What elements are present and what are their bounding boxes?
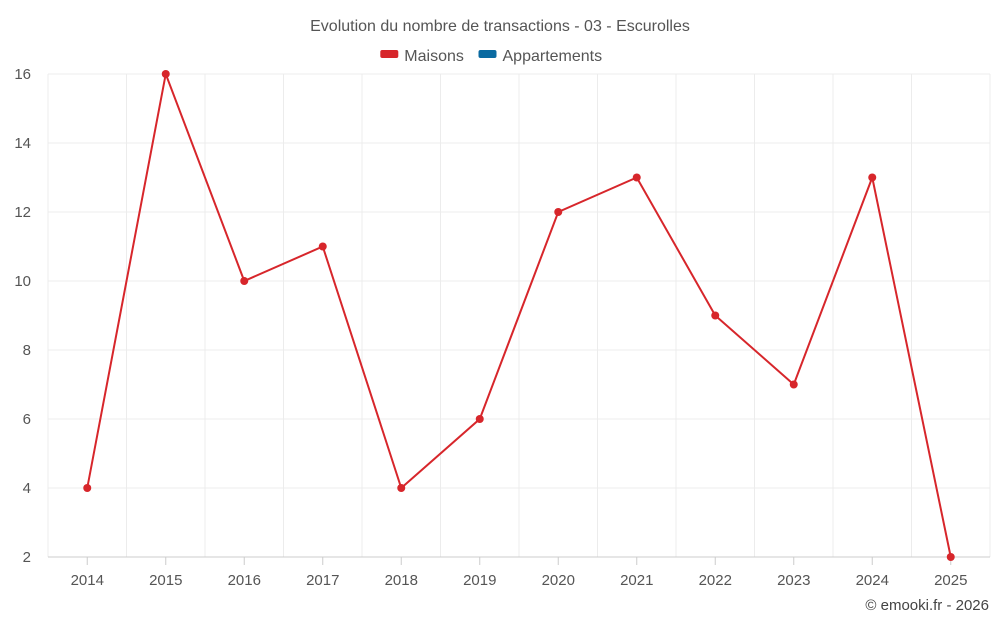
legend-swatch (380, 50, 399, 58)
x-tick-label: 2016 (228, 572, 261, 589)
data-point[interactable]: 2019: 6 (475, 415, 484, 423)
data-point[interactable]: 2018: 4 (397, 484, 406, 492)
x-tick-label: 2019 (463, 572, 496, 589)
legend-item-maisons[interactable]: Maisons (380, 48, 464, 65)
x-tick-label: 2022 (699, 572, 732, 589)
x-tick-label: 2018 (385, 572, 418, 589)
data-point[interactable]: 2025: 2 (946, 553, 955, 561)
x-tick-label: 2025 (934, 572, 967, 589)
legend[interactable]: Maisons Appartements (380, 48, 602, 65)
data-point[interactable]: 2015: 16 (161, 70, 170, 78)
x-tick-label: 2023 (777, 572, 810, 589)
y-tick-label: 14 (14, 135, 31, 152)
x-tick-label: 2020 (542, 572, 575, 589)
x-axis: 2014 2015 2016 2017 2018 2019 2020 2021 2022 2023… (48, 556, 990, 589)
data-point[interactable]: 2016: 10 (240, 277, 249, 285)
y-tick-label: 10 (14, 273, 31, 290)
x-tick-label: 2021 (620, 572, 653, 589)
legend-label: Appartements (503, 48, 603, 65)
data-point[interactable]: 2021: 13 (632, 173, 641, 182)
data-point[interactable]: 2023: 7 (789, 380, 798, 389)
y-tick-label: 6 (23, 411, 31, 428)
y-tick-label: 4 (23, 480, 31, 497)
legend-swatch (478, 50, 497, 58)
y-tick-label: 2 (23, 549, 31, 566)
chart-title: Evolution du nombre de transactions - 03… (310, 18, 690, 35)
credit: © emooki.fr - 2026 (865, 597, 989, 614)
legend-label: Maisons (404, 48, 464, 65)
data-point[interactable]: 2020: 12 (554, 208, 563, 216)
x-tick-label: 2017 (306, 572, 339, 589)
y-tick-label: 8 (23, 342, 31, 359)
data-point[interactable]: 2017: 11 (318, 242, 327, 251)
x-tick-label: 2014 (71, 572, 104, 589)
plot-area: 2014: 4 2015: 16 2016: 10 2017: 11 2018: 4 20… (83, 70, 955, 561)
y-tick-label: 12 (14, 204, 31, 221)
data-point[interactable]: 2014: 4 (83, 484, 92, 492)
y-axis: 2 4 6 8 10 12 14 16 (14, 66, 31, 566)
legend-item-appartements[interactable]: Appartements (478, 48, 603, 65)
x-tick-label: 2015 (149, 572, 182, 589)
series-line-maisons[interactable] (86, 70, 952, 558)
y-tick-label: 16 (14, 66, 31, 83)
data-point[interactable]: 2024: 13 (868, 173, 877, 182)
data-point[interactable]: 2022: 9 (711, 311, 720, 320)
x-tick-label: 2024 (856, 572, 889, 589)
